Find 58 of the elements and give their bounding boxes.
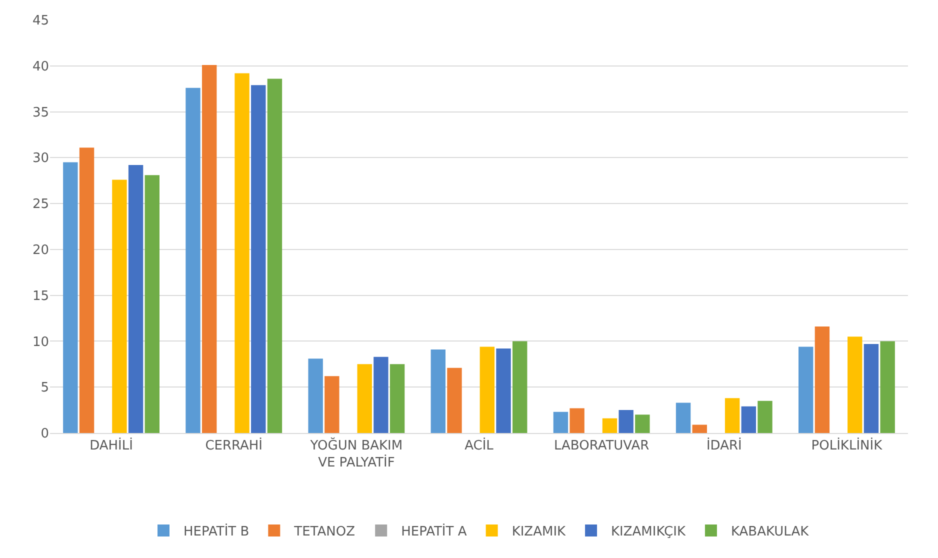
bar xyxy=(496,348,511,433)
bar xyxy=(480,346,495,433)
bar xyxy=(202,64,217,433)
x-tick-label: ACİL xyxy=(464,438,494,454)
legend-label: KIZAMIK xyxy=(512,524,566,540)
bar xyxy=(63,162,78,433)
bar xyxy=(570,408,584,433)
legend-label: KABAKULAK xyxy=(730,524,810,540)
bar xyxy=(324,376,340,433)
y-tick-label: 25 xyxy=(32,197,49,212)
x-tick-label: DAHİLİ xyxy=(90,438,133,454)
x-tick-label: YOĞUN BAKIM VE PALYATİF xyxy=(309,436,403,470)
bar xyxy=(553,412,568,433)
x-tick-label: POLİKLİNİK xyxy=(811,438,883,454)
bar xyxy=(724,398,740,433)
legend-label: KIZAMIKÇIK xyxy=(611,524,686,540)
bar xyxy=(430,349,446,433)
bar xyxy=(374,356,388,433)
y-tick-label: 5 xyxy=(40,380,49,396)
bar xyxy=(814,326,830,433)
bar xyxy=(758,400,772,433)
x-tick-label: İDARİ xyxy=(706,438,742,454)
legend-label: TETANOZ xyxy=(293,524,356,540)
bar xyxy=(692,424,707,433)
bar xyxy=(267,78,282,433)
y-tick-label: 0 xyxy=(40,426,49,442)
bar xyxy=(144,175,160,433)
bar xyxy=(186,88,200,433)
bar xyxy=(864,344,879,433)
bar xyxy=(251,85,266,433)
bar xyxy=(112,180,127,433)
y-tick-label: 40 xyxy=(32,59,49,74)
y-tick-label: 15 xyxy=(32,288,49,304)
bar xyxy=(512,341,528,433)
x-tick-label: CERRAHİ xyxy=(205,438,263,454)
bar xyxy=(128,165,144,433)
bar xyxy=(357,364,372,433)
x-tick-label: LABORATUVAR xyxy=(554,438,650,454)
bar xyxy=(79,148,94,433)
y-tick-label: 10 xyxy=(32,334,49,350)
bar xyxy=(880,341,895,433)
y-tick-label: 45 xyxy=(32,14,49,29)
legend-label: HEPATİT B xyxy=(184,524,250,540)
bar xyxy=(676,402,691,433)
bar xyxy=(848,336,862,433)
bar xyxy=(798,346,814,433)
bar xyxy=(602,418,618,433)
bar xyxy=(308,358,323,433)
y-tick-label: 20 xyxy=(32,242,49,258)
bar xyxy=(234,73,250,433)
bar xyxy=(447,368,462,433)
y-tick-label: 30 xyxy=(32,151,49,166)
legend-label: HEPATİT A xyxy=(401,524,467,540)
bar xyxy=(618,410,634,433)
y-tick-label: 35 xyxy=(32,105,49,120)
bar xyxy=(635,414,650,433)
bar xyxy=(741,406,756,433)
bar xyxy=(390,364,405,433)
